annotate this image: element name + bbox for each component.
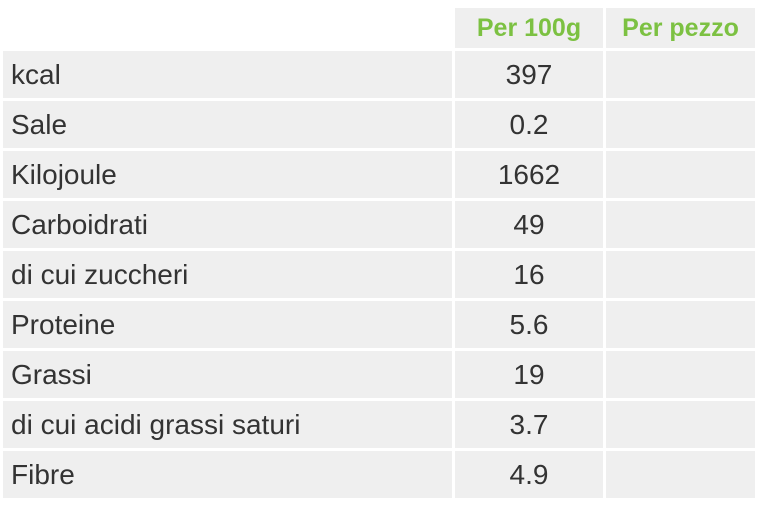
nutrient-name: Fibre — [3, 451, 452, 498]
table-row: Fibre 4.9 — [3, 451, 755, 498]
column-header: Per 100g — [455, 8, 603, 48]
per-piece-value — [606, 151, 755, 198]
table-row: kcal 397 — [3, 51, 755, 98]
per-100g-value: 397 — [455, 51, 603, 98]
nutrition-table: Per 100g Per pezzo kcal 397 Sale 0.2 Kilojou… — [0, 5, 758, 501]
per-piece-value — [606, 451, 755, 498]
nutrient-name: Grassi — [3, 351, 452, 398]
table-row: di cui acidi grassi saturi 3.7 — [3, 401, 755, 448]
nutrient-name: Carboidrati — [3, 201, 452, 248]
nutrient-name: Sale — [3, 101, 452, 148]
body: Per 100g Per pezzo kcal 397 Sale 0.2 Kilojou… — [0, 5, 758, 515]
nutrient-name: Proteine — [3, 301, 452, 348]
per-100g-value: 1662 — [455, 151, 603, 198]
nutrient-name: Kilojoule — [3, 151, 452, 198]
per-100g-value: 5.6 — [455, 301, 603, 348]
column-header: Per pezzo — [606, 8, 755, 48]
table-row: Proteine 5.6 — [3, 301, 755, 348]
per-100g-value: 16 — [455, 251, 603, 298]
header-row: Per 100g Per pezzo — [3, 8, 755, 48]
nutrient-name: kcal — [3, 51, 452, 98]
per-100g-value: 0.2 — [455, 101, 603, 148]
per-piece-value — [606, 101, 755, 148]
table-body: kcal 397 Sale 0.2 Kilojoule 1662 Carboidrati 49… — [3, 51, 755, 498]
table-row: Kilojoule 1662 — [3, 151, 755, 198]
per-100g-value: 4.9 — [455, 451, 603, 498]
table-row: Grassi 19 — [3, 351, 755, 398]
header-blank — [3, 8, 452, 48]
per-piece-value — [606, 351, 755, 398]
table-row: Carboidrati 49 — [3, 201, 755, 248]
per-piece-value — [606, 51, 755, 98]
per-piece-value — [606, 201, 755, 248]
per-100g-value: 3.7 — [455, 401, 603, 448]
per-100g-value: 19 — [455, 351, 603, 398]
nutrient-name: di cui acidi grassi saturi — [3, 401, 452, 448]
nutrient-name: di cui zuccheri — [3, 251, 452, 298]
per-piece-value — [606, 301, 755, 348]
per-100g-value: 49 — [455, 201, 603, 248]
table-row: di cui zuccheri 16 — [3, 251, 755, 298]
per-piece-value — [606, 251, 755, 298]
table-row: Sale 0.2 — [3, 101, 755, 148]
per-piece-value — [606, 401, 755, 448]
